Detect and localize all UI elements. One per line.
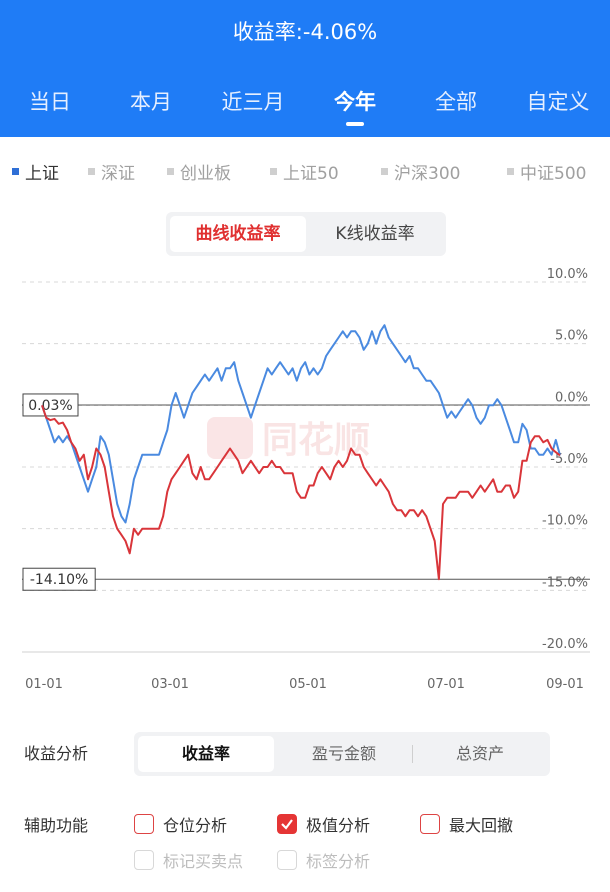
analysis-segmented-control: 收益率 盈亏金额 总资产: [134, 732, 550, 776]
analysis-option-profit-loss[interactable]: 盈亏金额: [311, 744, 376, 763]
x-tick-label: 03-01: [151, 677, 189, 692]
tab-today[interactable]: 当日: [29, 90, 71, 114]
y-tick-label: 5.0%: [555, 329, 588, 344]
watermark: 同花顺: [207, 417, 370, 461]
y-tick-label: 10.0%: [547, 267, 588, 282]
square-dot-icon: [270, 167, 277, 175]
tab-this-month[interactable]: 本月: [130, 90, 172, 114]
checkbox-box[interactable]: [277, 814, 297, 834]
index-label: 上证50: [283, 163, 339, 184]
return-rate-title: 收益率:-4.06%: [232, 20, 378, 44]
curve-return-option[interactable]: 曲线收益率: [170, 216, 306, 252]
checkbox-box[interactable]: [277, 850, 297, 870]
extreme-value-checkbox[interactable]: 极值分析: [277, 812, 370, 836]
x-tick-label: 09-01: [546, 677, 584, 692]
index-shanghai[interactable]: 上证: [12, 158, 59, 184]
active-tab-indicator: [346, 122, 364, 126]
index-label: 创业板: [180, 163, 231, 184]
tab-all[interactable]: 全部: [435, 90, 477, 114]
checkmark-icon: [281, 819, 293, 830]
y-axis-labels: 10.0% 5.0% 0.0% -5.0% -10.0% -15.0% -20.0%: [542, 267, 588, 652]
checkbox-label: 仓位分析: [163, 816, 228, 835]
max-drawdown-checkbox[interactable]: 最大回撤: [420, 812, 513, 836]
square-dot-icon: [507, 167, 514, 175]
extreme-label-box: [22, 393, 79, 417]
analysis-option-total-assets[interactable]: 总资产: [455, 744, 504, 763]
square-dot-icon: [381, 167, 388, 175]
x-axis-labels: 01-01 03-01 05-01 07-01 09-01: [25, 677, 584, 692]
index-label: 上证: [25, 163, 59, 184]
position-analysis-checkbox[interactable]: 仓位分析: [134, 812, 227, 836]
y-tick-label: -20.0%: [542, 637, 588, 652]
reference-lines: 0.03% -14.10%: [22, 393, 590, 591]
portfolio-line: [41, 404, 561, 581]
watermark-logo-icon: [207, 417, 253, 459]
watermark-text: 同花顺: [262, 420, 370, 461]
tab-this-year[interactable]: 今年: [334, 90, 376, 114]
index-label: 深证: [101, 163, 135, 184]
analysis-option-return-rate[interactable]: 收益率: [138, 736, 274, 772]
index-csi500[interactable]: 中证500: [507, 158, 586, 184]
x-tick-label: 07-01: [427, 677, 465, 692]
index-label: 中证500: [520, 163, 587, 184]
y-tick-label: 0.0%: [555, 390, 588, 405]
x-tick-label: 01-01: [25, 677, 63, 692]
square-dot-icon: [12, 167, 19, 175]
index-selector: 上证 深证 创业板 上证50 沪深300 中证500: [0, 158, 610, 184]
extreme-label-box: [22, 567, 96, 591]
index-sse50[interactable]: 上证50: [270, 158, 339, 184]
tab-three-months[interactable]: 近三月: [221, 90, 285, 114]
header-bar: 收益率:-4.06% 当日 本月 近三月 今年 全部 自定义: [0, 0, 610, 137]
chart-type-toggle: 曲线收益率 K线收益率: [166, 212, 446, 256]
y-tick-label: -5.0%: [550, 452, 588, 467]
tab-custom[interactable]: 自定义: [526, 90, 590, 114]
chart-grid: [22, 281, 590, 653]
x-tick-label: 05-01: [289, 677, 327, 692]
period-tabs: 当日 本月 近三月 今年 全部 自定义: [0, 86, 610, 126]
checkbox-box[interactable]: [134, 850, 154, 870]
index-shenzhen[interactable]: 深证: [88, 158, 135, 184]
return-chart: 同花顺 10.0% 5.0% 0.0% -5.0% -10.0% -15.0% -20.0%…: [22, 267, 590, 692]
square-dot-icon: [88, 167, 95, 175]
checkbox-label: 标签分析: [306, 852, 371, 871]
extreme-label: -14.10%: [30, 572, 88, 588]
checkbox-label: 极值分析: [306, 816, 371, 835]
index-line: [41, 324, 561, 524]
index-label: 沪深300: [394, 163, 461, 184]
checkbox-label: 最大回撤: [449, 816, 514, 835]
checkbox-label: 标记买卖点: [163, 852, 244, 871]
analysis-label: 收益分析: [24, 744, 89, 763]
kline-return-option[interactable]: K线收益率: [335, 224, 415, 244]
index-csi300[interactable]: 沪深300: [381, 158, 460, 184]
extreme-label: 0.03%: [28, 398, 72, 414]
y-tick-label: -10.0%: [542, 514, 588, 529]
index-chinext[interactable]: 创业板: [167, 158, 231, 184]
checkbox-box[interactable]: [134, 814, 154, 834]
checkbox-box[interactable]: [420, 814, 440, 834]
series-lines: [41, 324, 561, 581]
y-tick-label: -15.0%: [542, 575, 588, 590]
tag-analysis-checkbox[interactable]: 标签分析: [277, 848, 370, 872]
mark-trades-checkbox[interactable]: 标记买卖点: [134, 848, 243, 872]
aux-label: 辅助功能: [24, 816, 89, 835]
segment-divider: [412, 745, 413, 763]
square-dot-icon: [167, 167, 174, 175]
